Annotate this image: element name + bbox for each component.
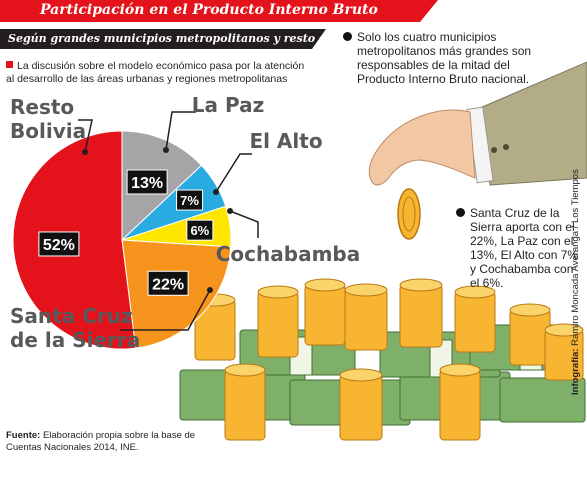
subtitle-bar-tip (312, 29, 326, 49)
credit-label: Infografía: (570, 348, 581, 395)
bullet-santa-cruz-text: Santa Cruz de la Sierra aporta con el 22… (470, 206, 579, 290)
bullet-dot-icon (456, 208, 465, 217)
bullet-municipios: Solo los cuatro municipios metropolitano… (343, 30, 557, 86)
leader-line (120, 289, 211, 331)
intro-note-text: La discusión sobre el modelo económico p… (6, 60, 305, 85)
bullet-dot-icon (343, 32, 352, 41)
leader-dot (227, 208, 233, 214)
pie-value-label: 13% (131, 175, 163, 192)
pie-value-box (38, 231, 80, 257)
pie-value-label: 6% (190, 223, 209, 238)
money-pile-illustration (179, 278, 586, 441)
leader-dot (82, 149, 88, 155)
category-label: El Alto (249, 129, 322, 153)
pie-value-box (147, 270, 189, 296)
pie-value-box (186, 219, 214, 241)
pie-value-box (126, 169, 168, 195)
category-label: Cochabamba (216, 242, 360, 266)
category-label: Santa Cruz (10, 304, 133, 328)
pie-value-label: 22% (152, 276, 184, 293)
title-banner (0, 0, 420, 22)
category-label: de la Sierra (10, 328, 140, 352)
red-square-icon (6, 61, 13, 68)
pie-value-label: 52% (43, 237, 75, 254)
intro-note: La discusión sobre el modelo económico p… (6, 60, 306, 86)
leader-dot (207, 287, 213, 293)
source-text: Elaboración propia sobre la base de Cuen… (6, 430, 196, 453)
subtitle-bar (0, 29, 312, 49)
infographic-credit: Infografía: Ramiro Moncada Averanga / Lo… (570, 169, 581, 395)
title-banner-tip (420, 0, 438, 22)
bullet-santa-cruz: Santa Cruz de la Sierra aporta con el 22… (456, 206, 580, 290)
pie-value-label: 7% (180, 193, 199, 208)
leader-line (78, 119, 93, 153)
credit-text: Ramiro Moncada Averanga / Los Tiempos (570, 169, 581, 346)
page-title: Participación en el Producto Interno Bru… (40, 2, 378, 18)
source-label: Fuente: (6, 430, 41, 441)
leader-dot (213, 189, 219, 195)
category-label: Bolivia (10, 119, 86, 143)
category-label: Resto (10, 95, 74, 119)
source-note: Fuente: Elaboración propia sobre la base… (6, 430, 226, 454)
leader-line (215, 153, 252, 193)
hand-with-coin-illustration (368, 61, 587, 240)
leader-dot (163, 147, 169, 153)
bullet-municipios-text: Solo los cuatro municipios metropolitano… (357, 30, 532, 86)
category-label: La Paz (192, 93, 264, 117)
pie-value-box (176, 189, 204, 211)
leader-line (165, 111, 196, 151)
chart-subtitle: Según grandes municipios metropolitanos … (8, 32, 406, 45)
pie-chart: 13% 7% 6% 22% 52% (12, 130, 232, 350)
leader-line (229, 210, 259, 238)
